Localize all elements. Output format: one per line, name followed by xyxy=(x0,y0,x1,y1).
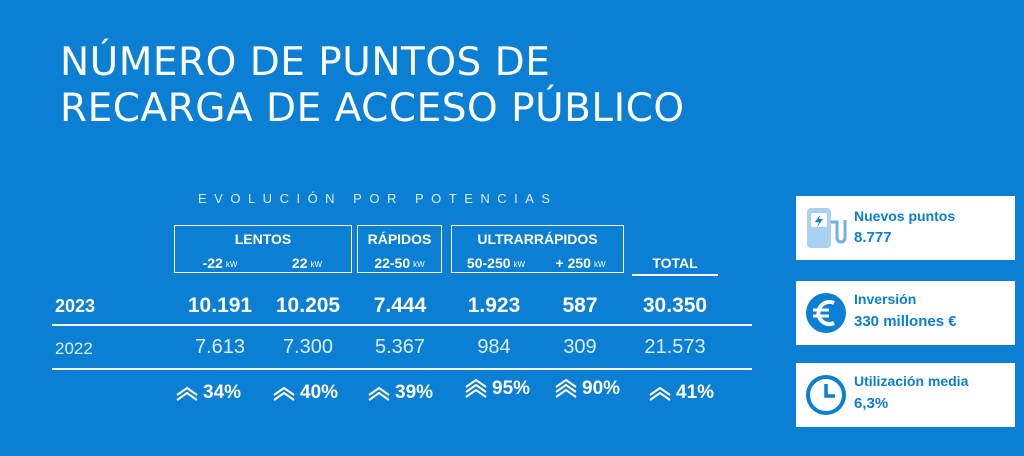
column-label: 22-50 kW xyxy=(374,255,425,271)
card-inversion: Inversión 330 millones € xyxy=(796,281,1015,345)
double-chevron-up-icon xyxy=(176,386,198,401)
table-cell: 7.613 xyxy=(194,336,246,358)
group-label-rapidos: RÁPIDOS xyxy=(367,231,432,247)
table-cell: 7.444 xyxy=(373,294,427,317)
card-utilizacion: Utilización media 6,3% xyxy=(796,363,1015,427)
section-subtitle: EVOLUCIÓN POR POTENCIAS xyxy=(198,191,558,206)
row-divider xyxy=(52,324,752,326)
row-divider xyxy=(52,368,752,370)
group-box-lentos xyxy=(174,225,352,273)
growth-cell-total: 41% xyxy=(648,382,714,404)
double-chevron-up-icon xyxy=(368,386,390,401)
triple-chevron-up-icon xyxy=(555,378,577,398)
double-chevron-up-icon xyxy=(649,386,671,401)
card-value: 330 millones € xyxy=(854,313,957,330)
table-cell-total: 30.350 xyxy=(642,294,708,317)
table-cell: 309 xyxy=(563,336,597,358)
growth-cell: 34% xyxy=(175,382,241,404)
charging-station-icon xyxy=(807,208,847,248)
row-year: 2022 xyxy=(55,339,93,358)
table-cell: 1.923 xyxy=(467,294,521,317)
growth-cell: 90% xyxy=(554,378,620,400)
column-label: + 250 kW xyxy=(555,255,606,271)
table-cell: 7.300 xyxy=(282,336,334,358)
group-box-rapidos xyxy=(357,225,442,273)
double-chevron-up-icon xyxy=(273,386,295,401)
card-label: Nuevos puntos xyxy=(854,208,956,224)
title-line-2: RECARGA DE ACCESO PÚBLICO xyxy=(60,86,685,131)
table-cell: 10.205 xyxy=(275,294,341,317)
group-label-ultrarrapidos: ULTRARRÁPIDOS xyxy=(477,231,598,247)
euro-icon xyxy=(806,293,846,333)
card-label: Inversión xyxy=(854,291,917,307)
column-label: 22 kW xyxy=(291,255,323,271)
group-label-lentos: LENTOS xyxy=(234,231,292,247)
row-year: 2023 xyxy=(55,296,96,316)
column-label: 50-250 kW xyxy=(466,255,526,271)
clock-icon xyxy=(806,375,846,415)
table-cell: 5.367 xyxy=(374,336,426,358)
group-box-ultrarrapidos xyxy=(451,225,624,273)
table-cell: 984 xyxy=(477,336,511,358)
column-label: -22 kW xyxy=(202,255,238,271)
growth-cell: 95% xyxy=(464,378,530,400)
card-label: Utilización media xyxy=(854,373,969,389)
card-value: 6,3% xyxy=(854,395,889,412)
page-title: NÚMERO DE PUNTOS DE RECARGA DE ACCESO PÚ… xyxy=(60,40,685,132)
growth-cell: 40% xyxy=(272,382,338,404)
title-line-1: NÚMERO DE PUNTOS DE xyxy=(60,40,551,85)
card-value: 8.777 xyxy=(854,229,892,246)
table-cell: 10.191 xyxy=(187,294,253,317)
growth-cell: 39% xyxy=(367,382,433,404)
table-cell: 587 xyxy=(562,294,598,317)
column-label-total: TOTAL xyxy=(652,255,698,271)
triple-chevron-up-icon xyxy=(465,378,487,398)
total-underline xyxy=(632,274,718,276)
table-cell-total: 21.573 xyxy=(644,336,706,358)
card-nuevos-puntos: Nuevos puntos 8.777 xyxy=(796,196,1015,260)
